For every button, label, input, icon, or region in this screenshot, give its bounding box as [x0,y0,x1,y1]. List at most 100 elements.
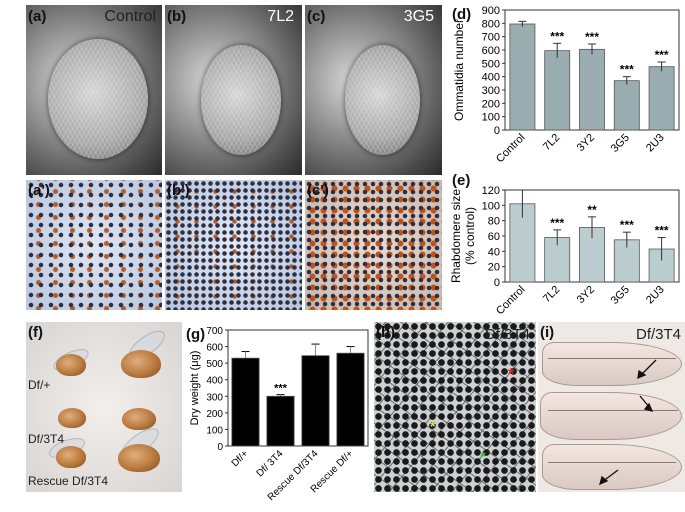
arrow-icons [598,359,657,486]
significance-label: *** [620,63,634,77]
y-tick-label: 600 [482,45,500,57]
significance-label: *** [655,224,669,238]
panel-label-d: (d) [452,6,472,23]
fly-label-rescue: Rescue Df/3T4 [28,474,109,488]
panel-label-i: (i) [540,324,555,341]
y-tick-label: 700 [206,326,223,337]
bar [544,50,571,131]
x-tick-label: 2U3 [644,132,667,155]
fly-label-df-plus: Df/+ [28,378,51,392]
y-axis-label-line2: (% control) [463,207,477,265]
yellow-asterisk-marker: * [430,418,436,434]
fly-df-3t4-female [122,408,156,430]
y-tick-label: 300 [482,85,500,97]
fly-df-3t4-male [58,408,86,428]
y-tick-label: 100 [206,425,223,436]
x-tick-label: 7L2 [541,284,562,305]
y-tick-label: 0 [494,125,500,137]
sem-title-7l2: 7L2 [267,8,294,25]
y-axis-label: Dry weight (μg) [189,351,201,426]
significance-label: *** [274,383,288,395]
wing-1 [542,342,682,386]
fly-photo: (f) Df/+ Df/3T4 Rescue Df/3T4 [26,322,182,492]
y-tick-label: 200 [206,409,223,420]
micrograph-title: Df/3T4 [484,326,530,343]
y-tick-label: 700 [482,32,500,44]
wing-3 [542,444,682,490]
wing-vein [548,410,678,411]
y-tick-label: 200 [482,98,500,110]
significance-label: *** [620,218,634,232]
wing-panel-title: Df/3T4 [635,326,681,343]
panel-label-c: (c) [307,8,326,25]
y-tick-label: 0 [217,442,223,453]
x-tick-label: Df/ 3T4 [255,448,286,479]
y-tick-label: 100 [482,112,500,124]
bar [509,23,536,131]
panel-label-b-prime: (b') [167,182,190,199]
significance-label: *** [550,29,564,43]
significance-label: *** [585,30,599,44]
y-tick-label: 500 [482,58,500,70]
bar [336,352,365,447]
chart-ommatidia-number: 0100200300400500600700800900Control***7L… [452,5,680,165]
red-asterisk-marker: * [508,366,515,383]
micrograph-df-3t4: (h) Df/3T4 * * * [374,322,536,492]
x-tick-label: 3G5 [609,132,632,155]
x-tick-label: 3Y2 [575,132,597,154]
panel-label-g: (g) [186,326,206,343]
fly-df-plus-female [121,350,161,378]
wing-photos: (i) Df/3T4 [538,322,685,492]
panel-label-b: (b) [167,8,187,25]
x-tick-label: 2U3 [644,284,667,307]
bar [301,355,330,447]
y-tick-label: 40 [488,246,500,258]
y-tick-label: 400 [482,72,500,84]
y-tick-label: 900 [482,5,500,17]
x-tick-label: 3G5 [609,284,632,307]
panel-label-c-prime: (c') [307,182,329,199]
eye-7l2 [201,45,281,155]
bar [613,80,640,131]
panel-label-a: (a) [28,8,47,25]
y-tick-label: 400 [206,376,223,387]
wing-vein [548,358,676,359]
y-axis-label: Ommatidia number [452,19,466,121]
x-tick-label: Df/+ [230,448,251,469]
y-tick-label: 500 [206,359,223,370]
green-asterisk-marker: * [480,448,486,464]
fly-rescue-female [118,444,160,472]
sem-image-7l2: (b) 7L2 [165,5,302,175]
bar [579,48,605,131]
bar [648,66,675,131]
wing-vein [548,462,676,463]
y-tick-label: 100 [482,200,500,212]
significance-label: ** [587,203,597,217]
sem-image-3g5: (c) 3G5 [305,5,442,175]
y-tick-label: 80 [488,216,500,228]
chart-rhabdomere-size: 020406080100120Control***7L2**3Y2***3G5*… [449,185,680,317]
y-tick-label: 60 [488,231,500,243]
panel-label-f: (f) [28,324,43,341]
panel-label-e: (e) [452,172,471,189]
sem-title-3g5: 3G5 [403,8,434,25]
y-tick-label: 20 [488,262,500,274]
histology-3g5: (c') [305,180,442,310]
y-tick-label: 120 [482,185,500,197]
y-tick-label: 800 [482,18,500,30]
eye-control [48,39,148,159]
y-tick-label: 600 [206,343,223,354]
significance-label: *** [655,48,669,62]
x-tick-label: 3Y2 [575,284,597,306]
fly-rescue-male [56,446,86,468]
wing-2 [540,392,682,440]
eye-3g5 [345,45,420,155]
y-tick-label: 0 [494,277,500,289]
sem-image-control: (a) Control [26,5,162,175]
sem-title-control: Control [104,8,156,25]
y-tick-label: 300 [206,392,223,403]
histology-7l2: (b') [165,180,302,310]
y-axis-label: Rhabdomere size [449,189,463,283]
panel-label-h: (h) [376,324,396,341]
x-tick-label: 7L2 [541,132,562,153]
